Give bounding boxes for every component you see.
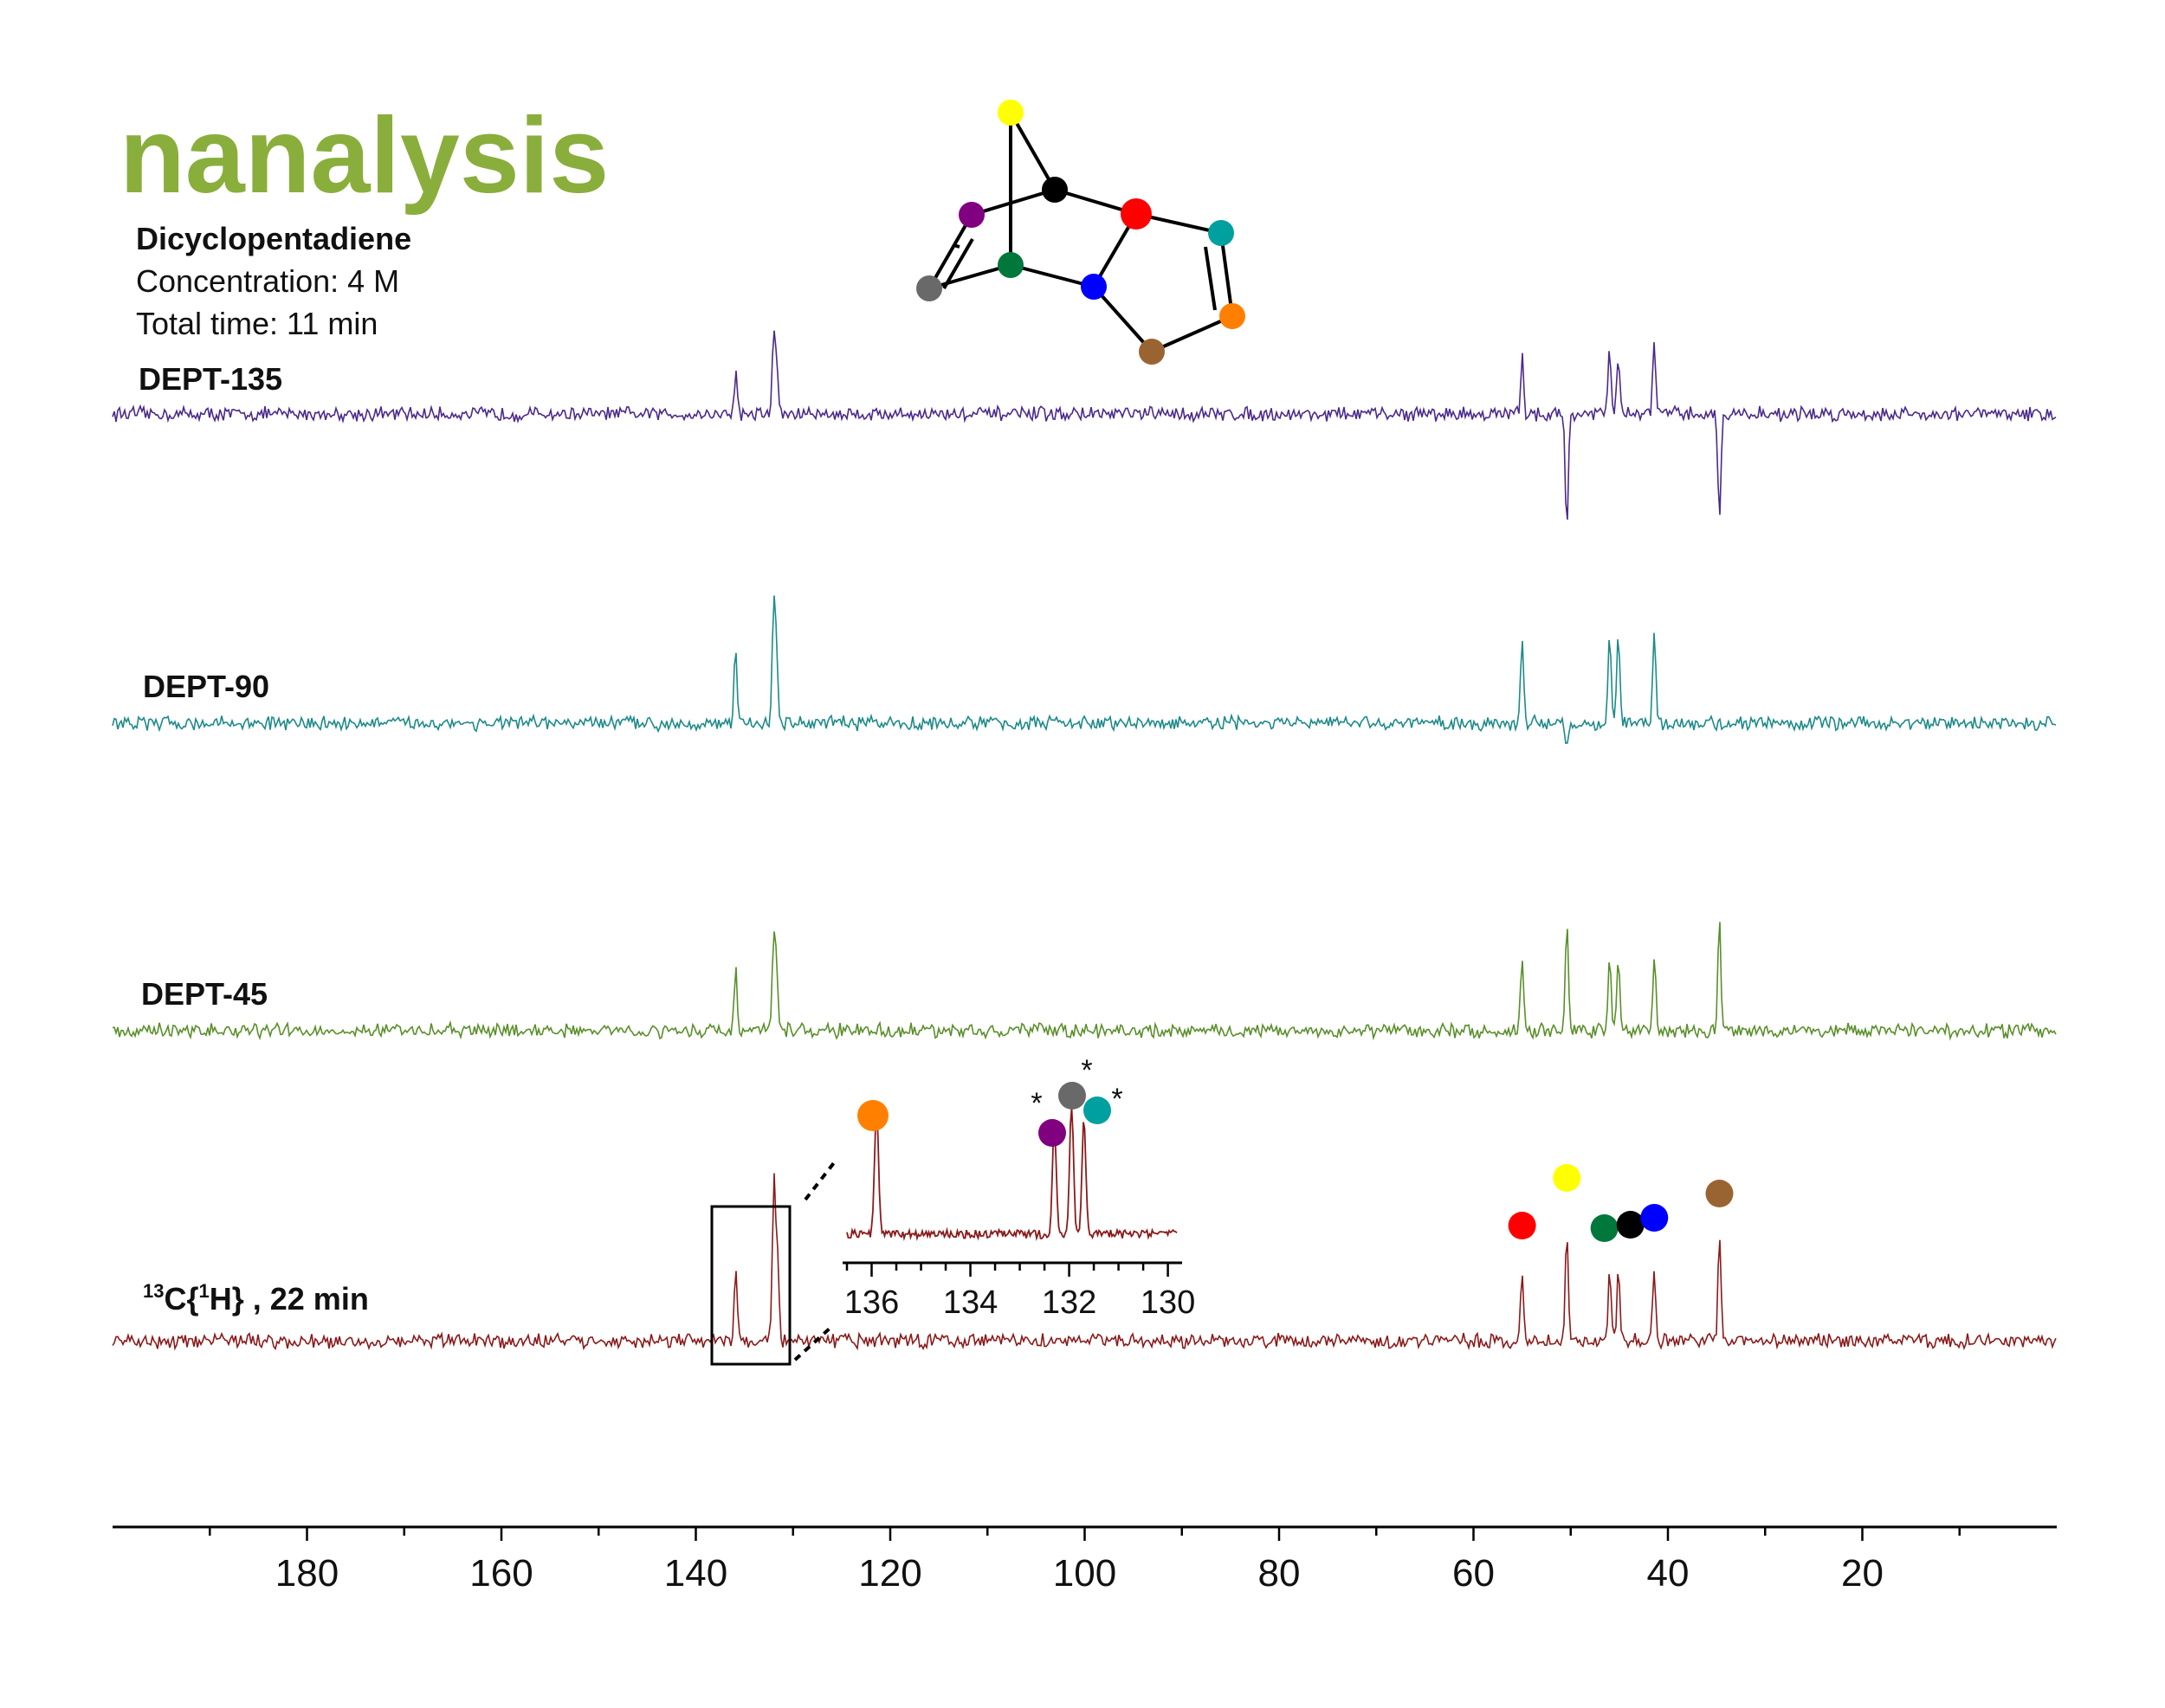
zoom-connector — [793, 1325, 833, 1362]
inset-marker-purple — [1038, 1119, 1066, 1147]
series-label-dept90: DEPT-90 — [143, 669, 269, 704]
peak-marker-brown — [1705, 1180, 1734, 1207]
series-label-c13: 13C{1H} , 22 min — [143, 1280, 369, 1317]
inset-marker-teal — [1083, 1097, 1111, 1124]
atom-brown — [1139, 339, 1165, 365]
atom-yellow — [998, 100, 1024, 126]
peak-marker-red — [1508, 1212, 1536, 1239]
concentration: Concentration: 4 M — [136, 263, 399, 299]
x-tick-label: 120 — [858, 1552, 921, 1595]
inset-tick-label: 132 — [1042, 1284, 1096, 1321]
spectra-traces — [112, 330, 2057, 1351]
bond — [1010, 263, 1095, 288]
x-tick-label: 60 — [1452, 1552, 1495, 1595]
bond — [927, 214, 973, 289]
dicyclopentadiene-structure — [916, 100, 1245, 365]
bond — [1151, 314, 1233, 353]
zoom-connector — [804, 1159, 837, 1201]
bond — [971, 188, 1056, 217]
atom-blue — [1081, 274, 1107, 300]
inset-trace — [846, 1102, 1178, 1242]
x-tick-label: 140 — [664, 1552, 727, 1595]
total-time: Total time: 11 min — [136, 306, 378, 341]
bond — [1009, 112, 1057, 191]
atom-black — [1042, 177, 1068, 203]
inset-plot: 136 134 132 130 — [843, 1102, 1195, 1321]
peak-asterisk: * — [1081, 1054, 1092, 1087]
peak-asterisk: * — [1031, 1087, 1042, 1120]
inset-tick-label: 134 — [943, 1284, 998, 1321]
zoom-box — [710, 1159, 837, 1366]
atom-teal — [1208, 220, 1234, 246]
trace-dept90 — [112, 595, 2057, 745]
atom-purple — [959, 202, 985, 228]
atom-orange — [1219, 303, 1245, 329]
bond — [1092, 285, 1154, 353]
x-tick-label: 100 — [1053, 1552, 1116, 1595]
atom-gray — [916, 275, 942, 301]
bond — [928, 263, 1011, 290]
series-label-dept135: DEPT-135 — [139, 361, 282, 397]
x-axis: 180 160 140 120 100 80 60 40 20 — [113, 1525, 2057, 1595]
peak-marker-green — [1590, 1214, 1619, 1242]
trace-c13 — [112, 1173, 2057, 1351]
inset-tick-label: 136 — [844, 1284, 899, 1321]
zoom-region-box — [710, 1205, 792, 1366]
inset-marker-orange — [857, 1100, 889, 1131]
logo: nanalysis — [120, 96, 609, 216]
peak-marker-black — [1616, 1211, 1645, 1239]
bond — [1219, 232, 1234, 317]
bond — [1204, 246, 1217, 311]
atom-red — [1121, 198, 1152, 230]
bond — [953, 243, 960, 249]
inset-tick-label: 130 — [1141, 1284, 1195, 1321]
bond — [942, 237, 974, 290]
atom-green — [998, 252, 1024, 278]
peak-markers: * * * — [857, 1054, 1734, 1242]
peak-marker-yellow — [1553, 1164, 1581, 1192]
x-tick-label: 160 — [469, 1552, 533, 1595]
peak-asterisk: * — [1111, 1083, 1122, 1116]
series-label-dept45: DEPT-45 — [141, 976, 268, 1012]
x-tick-label: 180 — [275, 1552, 339, 1595]
x-tick-label: 40 — [1647, 1552, 1690, 1595]
peak-marker-blue — [1640, 1204, 1669, 1232]
compound-name: Dicyclopentadiene — [136, 221, 411, 256]
trace-dept45 — [112, 922, 2057, 1041]
x-tick-label: 20 — [1841, 1552, 1884, 1595]
trace-dept135 — [112, 330, 2057, 520]
x-tick-label: 80 — [1258, 1552, 1301, 1595]
inset-marker-gray — [1058, 1082, 1086, 1110]
